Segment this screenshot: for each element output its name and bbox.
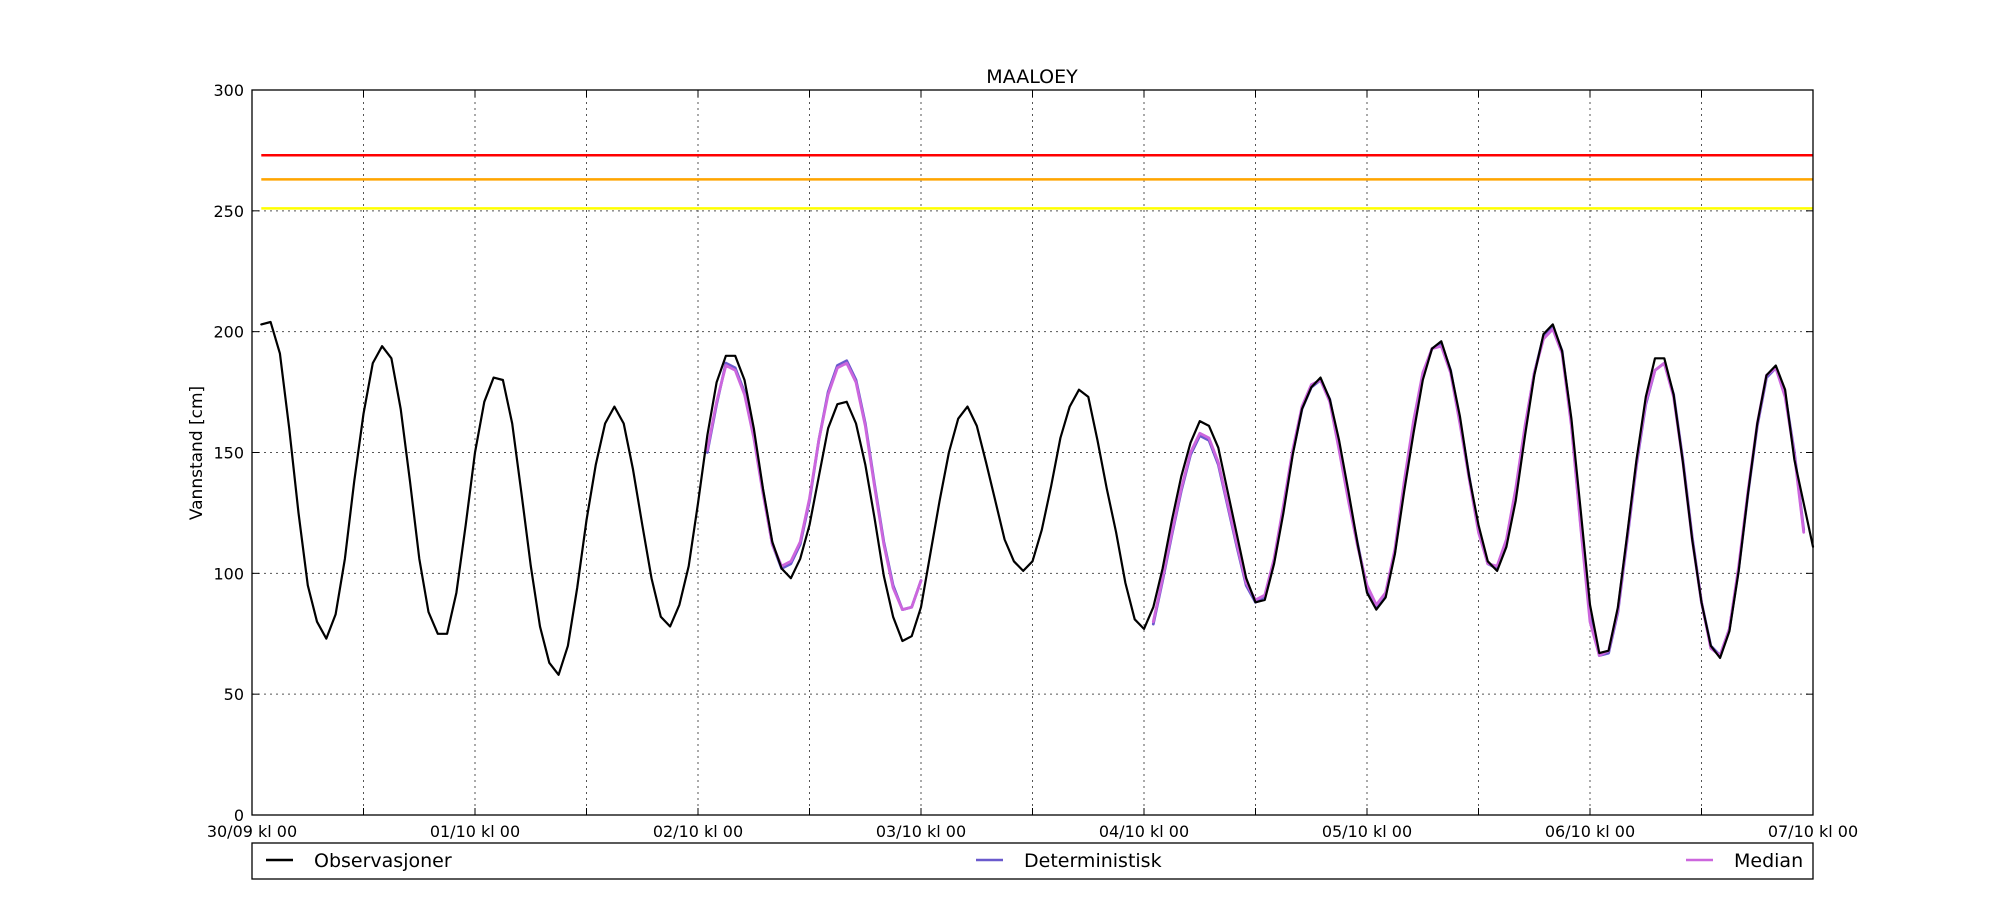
series-lines	[260, 320, 1815, 676]
series-line-median	[705, 361, 923, 611]
y-tick-label: 0	[234, 806, 244, 825]
y-tick-label: 250	[213, 202, 244, 221]
legend-label-median: Median	[1734, 850, 1803, 872]
plot-area: 0 50 100 150 200 250 300 30/09 kl 00 01/10 kl 00…	[207, 81, 1858, 841]
y-tick-label: 200	[213, 323, 244, 342]
grid-lines	[252, 90, 1813, 815]
series-line-observasjoner	[260, 320, 1815, 676]
x-tick-label: 06/10 kl 00	[1545, 822, 1635, 841]
legend-label-deterministisk: Deterministisk	[1024, 850, 1162, 872]
x-tick-label: 07/10 kl 00	[1768, 822, 1858, 841]
y-tick-label: 300	[213, 81, 244, 100]
threshold-lines	[261, 154, 1813, 210]
x-tick-label: 30/09 kl 00	[207, 822, 297, 841]
legend: Observasjoner Deterministisk Median	[251, 842, 1814, 880]
y-tick-label: 100	[213, 564, 244, 583]
axis-ticks: 0 50 100 150 200 250 300 30/09 kl 00 01/10 kl 00…	[207, 81, 1858, 841]
x-tick-label: 04/10 kl 00	[1099, 822, 1189, 841]
chart-title: MAALOEY	[986, 66, 1078, 88]
y-tick-label: 150	[213, 444, 244, 463]
x-tick-label: 01/10 kl 00	[430, 822, 520, 841]
x-tick-label: 05/10 kl 00	[1322, 822, 1412, 841]
y-axis-label: Vannstand [cm]	[187, 386, 207, 520]
x-tick-label: 03/10 kl 00	[876, 822, 966, 841]
x-tick-label: 02/10 kl 00	[653, 822, 743, 841]
legend-frame	[251, 842, 1814, 880]
legend-label-observasjoner: Observasjoner	[314, 850, 452, 872]
y-tick-label: 50	[224, 685, 244, 704]
